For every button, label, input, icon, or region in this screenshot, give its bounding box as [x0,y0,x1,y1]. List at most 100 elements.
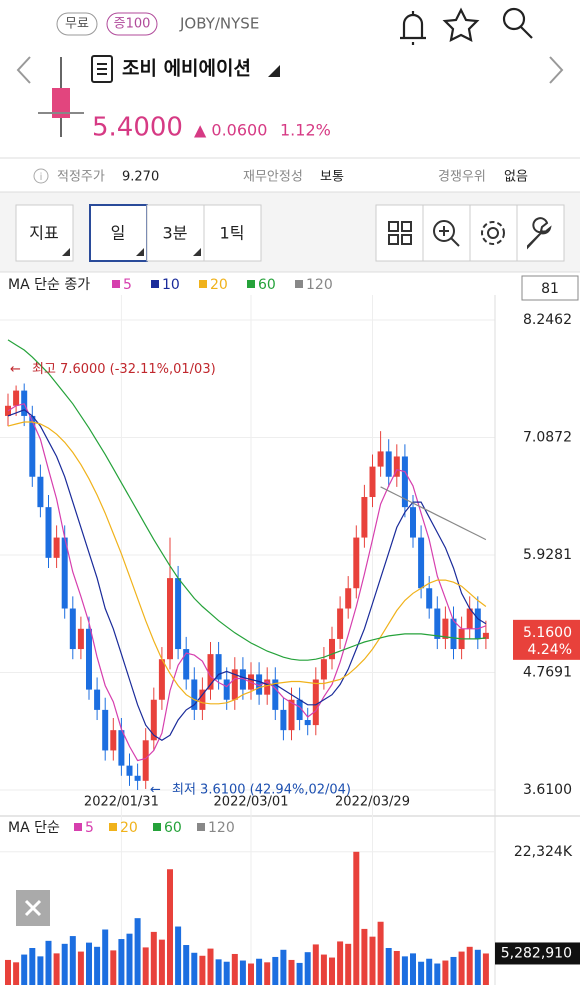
volume-bar [329,957,335,985]
volume-bar [385,948,392,985]
volume-bar [450,956,457,985]
candle-body [410,507,416,538]
candle-body [369,466,376,498]
volume-bar [215,959,222,985]
legend-label: 20 [210,277,228,293]
volume-bar [312,944,319,985]
icons[interactable] [400,7,533,45]
legend-swatch [112,280,120,288]
volume-bar [482,953,489,985]
candle-body [118,730,125,766]
candle-body [474,608,481,639]
period-value: 81 [541,281,559,297]
price: 5.4000 [92,113,183,143]
candle-body [223,679,230,700]
badge-text: 무료 [65,17,89,32]
volume-bar [296,962,303,985]
next-arrow[interactable] [549,56,564,84]
low-label: 최저 3.6100 (42.94%,02/04) [172,782,351,797]
candle-body [280,709,287,731]
prev-arrow[interactable] [16,56,31,84]
volume-bar [280,949,287,985]
volume-bar [426,958,433,985]
volume-bar [5,959,11,985]
candle-icon [52,88,70,118]
tool-icons[interactable] [388,217,552,250]
candle-body [296,699,303,721]
candle-body [337,608,344,639]
volume-bar [410,953,416,985]
doc-lines [97,63,107,75]
info-i: i [40,172,43,183]
button-label: 3분 [163,224,188,243]
candle-body [434,608,441,639]
button[interactable] [203,204,262,262]
volume-bar [126,933,133,985]
volume-bar [175,926,182,985]
volume-bar [393,950,400,985]
volume-bar [320,954,327,985]
tool-dividers [422,205,518,261]
stock-name[interactable]: 조비 에비에이션 [122,58,251,80]
candle-body [13,390,20,406]
candle-body [466,608,473,629]
candle-body [191,679,198,710]
y-tick-label: 22,324K [514,844,573,860]
badge-free[interactable] [56,12,98,36]
candle-body [199,689,206,710]
ma-line [7,409,487,742]
volume-bar [264,962,271,985]
volume-bar [231,953,238,985]
candle-body [272,679,279,710]
volume-bar [207,948,214,985]
x-tick-label: 2022/01/31 [84,795,159,810]
candle-body [426,588,433,609]
volume-bar [458,951,465,985]
legend-swatch [247,280,255,288]
button[interactable] [146,204,205,262]
badge-margin[interactable] [106,12,158,36]
legend-swatch [197,823,205,831]
candle-body [53,537,60,558]
legend-label: 20 [120,820,138,836]
y-tick-label: 8.2462 [523,312,572,328]
symbol: JOBY/NYSE [179,15,259,33]
volume-bar [86,942,92,985]
current-price: 5.1600 [523,625,572,641]
candle-body [256,674,263,695]
ma-line [380,486,487,541]
volume-bar [442,960,449,985]
candle-body [239,669,246,690]
candle-body [69,608,76,650]
current-volume: 5,282,910 [501,945,572,961]
badge-text: 증100 [114,17,151,32]
legend-label: 60 [164,820,182,836]
volume-bar [272,956,279,985]
candle-body [393,456,400,477]
ma-line [7,421,487,705]
y-tick-label: 3.6100 [523,782,572,798]
candle-body [450,618,457,650]
volume-bar [199,955,206,985]
candle-body [86,628,92,690]
period-box[interactable] [521,275,579,301]
volume-bar [77,951,84,985]
volume-bar [110,950,117,985]
legend-swatch [199,280,207,288]
candle-body [442,618,449,639]
doc-icon[interactable] [91,55,113,83]
current-price-box [513,619,580,660]
volume-bar [13,962,20,985]
button[interactable] [15,204,74,262]
current-change: 4.24% [528,642,572,658]
legend-swatch [109,823,117,831]
legend-swatch [74,823,82,831]
info-icon[interactable] [33,168,49,184]
candle-body [29,415,36,477]
x-tick-label: 2022/03/29 [335,795,410,810]
candle-body [418,537,425,589]
dropdown[interactable] [268,65,280,77]
legend-swatch [151,280,159,288]
candle-body [142,740,149,781]
